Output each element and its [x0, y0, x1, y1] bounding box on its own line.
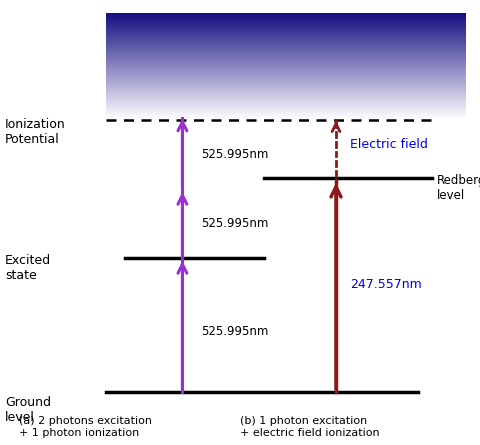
Text: 525.995nm: 525.995nm [202, 325, 269, 338]
Text: Redberg
level: Redberg level [437, 174, 480, 202]
Text: 247.557nm: 247.557nm [350, 278, 422, 291]
Text: Ground
level: Ground level [5, 396, 51, 424]
Text: Electric field: Electric field [350, 138, 428, 151]
Text: Ionization
Potential: Ionization Potential [5, 118, 66, 146]
Text: 525.995nm: 525.995nm [202, 148, 269, 161]
Text: 525.995nm: 525.995nm [202, 217, 269, 230]
Text: Excited
state: Excited state [5, 254, 51, 282]
Text: (a) 2 photons excitation
+ 1 photon ionization: (a) 2 photons excitation + 1 photon ioni… [19, 416, 152, 438]
Text: (b) 1 photon excitation
+ electric field ionization: (b) 1 photon excitation + electric field… [240, 416, 380, 438]
